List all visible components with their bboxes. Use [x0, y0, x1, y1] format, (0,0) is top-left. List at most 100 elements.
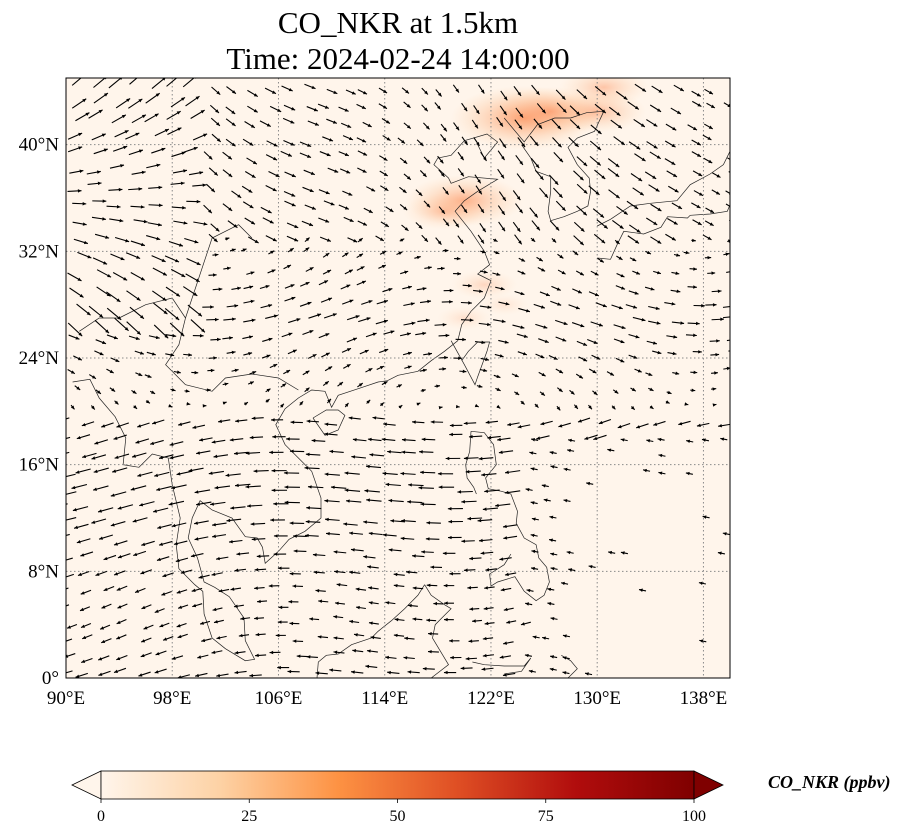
- lat-tick-label: 0°: [42, 668, 59, 689]
- wind-arrow-head: [456, 256, 461, 261]
- coastline-2: [312, 409, 346, 436]
- wind-arrow-head: [255, 632, 260, 637]
- wind-arrow-head: [152, 421, 157, 425]
- wind-arrow-head: [658, 453, 663, 458]
- wind-arrow-head: [658, 471, 663, 475]
- wind-arrow-head: [656, 270, 661, 275]
- wind-arrow: [66, 451, 70, 454]
- wind-arrow-head: [525, 602, 530, 606]
- wind-arrow-head: [120, 256, 125, 261]
- wind-arrow-head: [389, 208, 394, 212]
- wind-arrow-head: [138, 187, 143, 191]
- lat-tick-label: 16°N: [19, 455, 60, 476]
- wind-arrow-head: [667, 390, 672, 395]
- wind-arrow-head: [657, 437, 662, 442]
- wind-arrow-head: [98, 657, 103, 661]
- wind-arrow-head: [162, 297, 167, 301]
- colorbar-extend-min: [71, 770, 102, 800]
- wind-arrow-head: [124, 327, 129, 331]
- wind-arrow-head: [136, 255, 141, 259]
- wind-arrow-head: [333, 615, 338, 619]
- wind-arrow-head: [388, 288, 393, 292]
- wind-arrow-head: [398, 251, 403, 255]
- wind-arrow-head: [211, 572, 216, 576]
- wind-arrow-head: [438, 405, 443, 410]
- wind-arrow-head: [693, 267, 697, 271]
- wind-arrow-head: [57, 438, 61, 441]
- wind-arrow-head: [74, 525, 79, 530]
- coastline-11: [472, 657, 532, 675]
- wind-arrow-head: [87, 255, 92, 259]
- wind-arrow-head: [618, 256, 623, 260]
- wind-arrow-head: [404, 636, 408, 641]
- wind-arrow-head: [505, 470, 509, 474]
- wind-arrow-head: [278, 605, 283, 610]
- wind-arrow-head: [292, 349, 297, 353]
- wind-arrow-head: [482, 507, 487, 511]
- wind-arrow-head: [525, 309, 530, 313]
- wind-arrow-head: [559, 158, 563, 163]
- wind-arrow-head: [201, 328, 205, 333]
- wind-arrow-head: [252, 371, 257, 375]
- wind-arrow-head: [465, 656, 470, 661]
- wind-arrow-head: [505, 302, 510, 306]
- wind-arrow-head: [146, 399, 150, 404]
- wind-arrow-head: [712, 403, 717, 407]
- wind-arrow-head: [693, 370, 698, 375]
- wind-arrow-head: [483, 270, 488, 274]
- wind-arrow-head: [495, 503, 499, 508]
- wind-arrow-head: [557, 143, 562, 148]
- wind-arrow-head: [140, 653, 145, 658]
- wind-arrow-head: [115, 358, 120, 362]
- wind-arrow-head: [483, 368, 488, 373]
- wind-arrow-head: [140, 570, 145, 575]
- wind-arrow-head: [427, 649, 432, 654]
- wind-arrow-head: [72, 507, 77, 512]
- wind-arrow-head: [111, 388, 116, 392]
- wind-arrow-head: [91, 405, 95, 410]
- wind-arrow-head: [169, 442, 174, 446]
- wind-arrow-head: [530, 467, 535, 471]
- wind-arrow-head: [284, 500, 289, 505]
- wind-arrow-head: [154, 473, 159, 477]
- wind-arrow-head: [82, 454, 87, 459]
- wind-arrow-head: [80, 553, 85, 557]
- wind-arrow-head: [230, 506, 235, 510]
- wind-arrow-head: [170, 353, 175, 357]
- wind-arrow-head: [733, 389, 737, 392]
- wind-arrow-head: [422, 287, 427, 291]
- wind-arrow-head: [657, 350, 662, 355]
- wind-arrow-head: [696, 93, 701, 97]
- wind-arrow-head: [437, 105, 441, 110]
- wind-arrow-head: [212, 607, 217, 612]
- wind-arrow-head: [102, 340, 107, 345]
- wind-arrow-head: [188, 353, 193, 357]
- wind-arrow-head: [455, 404, 460, 409]
- wind-arrow-head: [116, 424, 121, 428]
- wind-arrow-head: [499, 557, 504, 561]
- wind-arrow: [66, 503, 68, 505]
- wind-arrow-head: [60, 672, 64, 675]
- wind-arrow-head: [328, 366, 333, 370]
- wind-arrow-head: [636, 425, 641, 429]
- wind-arrow-head: [235, 483, 239, 488]
- wind-arrow-head: [203, 133, 208, 137]
- wind-arrow-head: [653, 422, 658, 426]
- wind-arrow-head: [292, 639, 297, 643]
- wind-arrow-head: [273, 534, 278, 538]
- wind-arrow-head: [531, 438, 536, 442]
- wind-arrow-head: [655, 306, 660, 310]
- wind-arrow-head: [426, 521, 431, 525]
- wind-arrow-head: [649, 387, 654, 391]
- wind-arrow-head: [140, 315, 144, 319]
- wind-arrow-head: [77, 572, 82, 576]
- wind-arrow-head: [672, 126, 677, 131]
- wind-arrow-head: [550, 465, 555, 469]
- wind-arrow-head: [716, 174, 721, 178]
- wind-arrow-head: [543, 498, 548, 502]
- wind-arrow-head: [484, 621, 489, 626]
- wind-arrow-head: [324, 381, 329, 385]
- wind-arrow-head: [555, 226, 560, 231]
- wind-arrow-head: [77, 189, 82, 193]
- plume-3: [559, 78, 649, 107]
